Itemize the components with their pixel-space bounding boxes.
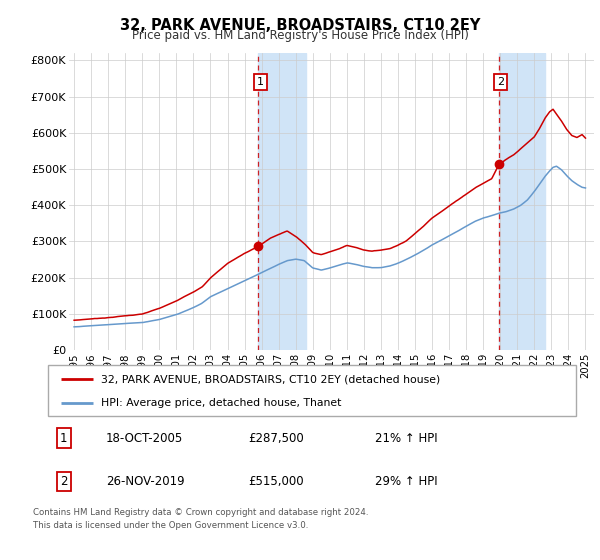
Text: 2: 2 — [60, 475, 68, 488]
Text: £515,000: £515,000 — [248, 475, 304, 488]
Bar — [499, 53, 545, 350]
Text: This data is licensed under the Open Government Licence v3.0.: This data is licensed under the Open Gov… — [33, 521, 308, 530]
Bar — [258, 53, 306, 350]
Text: HPI: Average price, detached house, Thanet: HPI: Average price, detached house, Than… — [101, 398, 341, 408]
Text: 21% ↑ HPI: 21% ↑ HPI — [376, 432, 438, 445]
Text: 26-NOV-2019: 26-NOV-2019 — [106, 475, 185, 488]
Text: 1: 1 — [257, 77, 264, 87]
Text: 32, PARK AVENUE, BROADSTAIRS, CT10 2EY: 32, PARK AVENUE, BROADSTAIRS, CT10 2EY — [120, 18, 480, 33]
Text: Contains HM Land Registry data © Crown copyright and database right 2024.: Contains HM Land Registry data © Crown c… — [33, 508, 368, 517]
Text: 29% ↑ HPI: 29% ↑ HPI — [376, 475, 438, 488]
Text: £287,500: £287,500 — [248, 432, 304, 445]
FancyBboxPatch shape — [48, 365, 576, 416]
Text: Price paid vs. HM Land Registry's House Price Index (HPI): Price paid vs. HM Land Registry's House … — [131, 29, 469, 42]
Text: 2: 2 — [497, 77, 504, 87]
Text: 32, PARK AVENUE, BROADSTAIRS, CT10 2EY (detached house): 32, PARK AVENUE, BROADSTAIRS, CT10 2EY (… — [101, 374, 440, 384]
Text: 18-OCT-2005: 18-OCT-2005 — [106, 432, 184, 445]
Text: 1: 1 — [60, 432, 68, 445]
